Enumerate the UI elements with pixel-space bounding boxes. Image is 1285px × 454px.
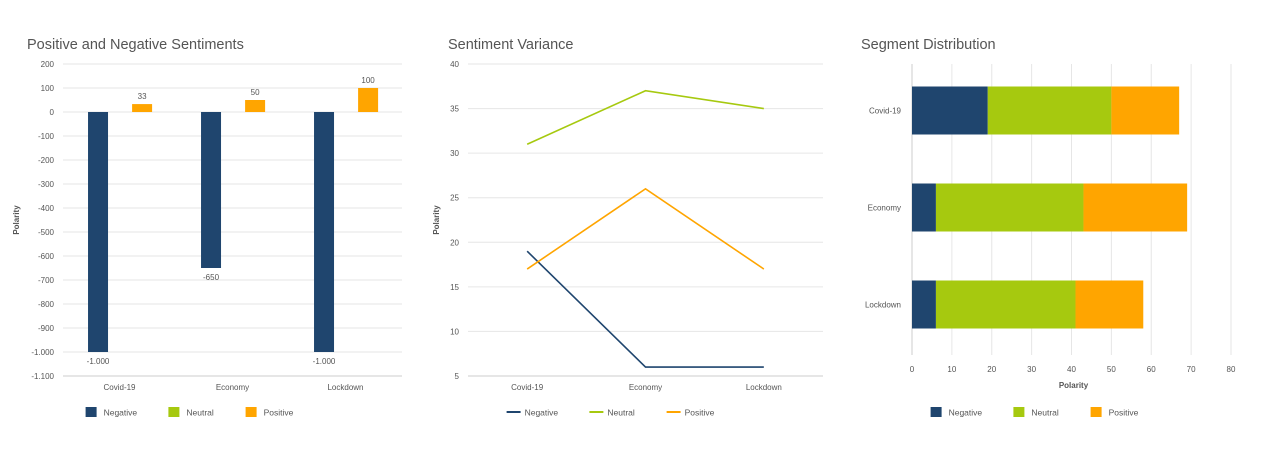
- y-tick-label: 25: [450, 194, 459, 203]
- x-tick-label: Lockdown: [327, 383, 363, 392]
- y-tick-label: -700: [38, 276, 55, 285]
- y-tick-label: Lockdown: [865, 301, 901, 310]
- x-tick-label: 30: [1027, 365, 1036, 374]
- series-line-neutral: [526, 89, 764, 145]
- stacked-bar-chart-distribution: 0 10 20 30 40 50 60 70 80 Polarity Covid-19 Economy…: [865, 64, 1236, 418]
- y-tick-label: 100: [41, 84, 55, 93]
- data-label: -1.000: [313, 357, 336, 366]
- legend-swatch: [930, 407, 942, 417]
- y-tick-label: -900: [38, 324, 55, 333]
- legend-label: Negative: [949, 408, 983, 418]
- bar-segment-neutral: [935, 183, 1084, 232]
- line-chart-variance: 40 35 30 25 20 15 10 5 Polarity Covid-19 Economy Lo…: [432, 60, 823, 418]
- y-tick-label: -1.100: [31, 372, 54, 381]
- y-tick-label: -400: [38, 204, 55, 213]
- y-tick-label: -200: [38, 156, 55, 165]
- y-tick-label: -1.000: [31, 348, 54, 357]
- y-tick-label: 30: [450, 149, 459, 158]
- x-tick-label: Economy: [629, 383, 662, 392]
- y-tick-label: 0: [50, 108, 55, 117]
- legend-label: Positive: [264, 408, 294, 418]
- y-tick-label: Covid-19: [869, 107, 902, 116]
- bar-negative: [201, 112, 222, 268]
- bar-segment-neutral: [987, 86, 1112, 135]
- legend-swatch: [245, 407, 257, 417]
- legend-label: Neutral: [607, 408, 635, 418]
- legend-label: Neutral: [186, 408, 214, 418]
- legend-swatch: [1090, 407, 1102, 417]
- data-label: -650: [203, 273, 220, 282]
- bar-positive: [132, 104, 153, 112]
- legend-swatch: [168, 407, 180, 417]
- x-tick-label: 60: [1147, 365, 1156, 374]
- chart-panel-distribution: Segment Distribution 0 10 20 30 40 50 60 70 80 Po…: [840, 0, 1285, 454]
- y-tick-label: 20: [450, 238, 459, 247]
- data-label: 50: [251, 88, 260, 97]
- y-tick-label: 10: [450, 327, 459, 336]
- chart-title: Segment Distribution: [861, 37, 996, 53]
- legend-label: Negative: [104, 408, 138, 418]
- bar-segment-negative: [912, 280, 936, 329]
- chart-panel-sentiments: Positive and Negative Sentiments 200 100 0…: [0, 0, 420, 454]
- bar-segment-negative: [912, 86, 988, 135]
- bar-positive: [245, 100, 266, 112]
- bar-chart-sentiments: 200 100 0 -100 -200 -300 -400 -500 -600 -700 -800 -…: [12, 60, 402, 418]
- series-line-positive: [526, 187, 765, 270]
- x-tick-label: 40: [1067, 365, 1076, 374]
- x-tick-label: Covid-19: [103, 383, 136, 392]
- data-label: -1.000: [87, 357, 110, 366]
- legend-label: Neutral: [1031, 408, 1059, 418]
- series-line-negative: [526, 250, 764, 368]
- legend-label: Negative: [525, 408, 559, 418]
- x-tick-label: 70: [1187, 365, 1196, 374]
- bar-negative: [88, 112, 109, 352]
- data-label: 100: [361, 76, 375, 85]
- legend-swatch: [1013, 407, 1025, 417]
- bar-positive: [358, 88, 379, 112]
- y-tick-label: -600: [38, 252, 55, 261]
- x-tick-label: 80: [1227, 365, 1236, 374]
- chart-panel-variance: Sentiment Variance 40 35 30 25 20 15 10 5 Polari…: [420, 0, 840, 454]
- y-tick-label: -500: [38, 228, 55, 237]
- y-tick-label: 5: [455, 372, 460, 381]
- x-tick-label: Economy: [216, 383, 249, 392]
- y-tick-label: 35: [450, 105, 459, 114]
- bar-segment-positive: [1075, 280, 1144, 329]
- bar-negative: [314, 112, 335, 352]
- y-tick-label: 15: [450, 283, 459, 292]
- y-tick-label: 40: [450, 60, 459, 69]
- x-tick-label: Covid-19: [511, 383, 544, 392]
- y-tick-label: 200: [41, 60, 55, 69]
- y-tick-label: -800: [38, 300, 55, 309]
- legend-label: Positive: [1109, 408, 1139, 418]
- bar-segment-positive: [1083, 183, 1188, 232]
- data-label: 33: [138, 92, 147, 101]
- x-tick-label: 50: [1107, 365, 1116, 374]
- x-axis-label: Polarity: [1059, 381, 1089, 390]
- x-tick-label: Lockdown: [746, 383, 782, 392]
- bar-segment-neutral: [935, 280, 1076, 329]
- bar-segment-positive: [1111, 86, 1180, 135]
- y-axis-label: Polarity: [12, 205, 21, 235]
- legend-swatch: [85, 407, 97, 417]
- x-tick-label: 10: [947, 365, 956, 374]
- chart-title: Sentiment Variance: [448, 37, 574, 53]
- x-tick-label: 0: [910, 365, 915, 374]
- y-tick-label: -300: [38, 180, 55, 189]
- y-tick-label: -100: [38, 132, 55, 141]
- legend-label: Positive: [685, 408, 715, 418]
- bar-segment-negative: [912, 183, 936, 232]
- chart-title: Positive and Negative Sentiments: [27, 37, 244, 53]
- x-tick-label: 20: [987, 365, 996, 374]
- y-axis-label: Polarity: [432, 205, 441, 235]
- y-tick-label: Economy: [868, 204, 901, 213]
